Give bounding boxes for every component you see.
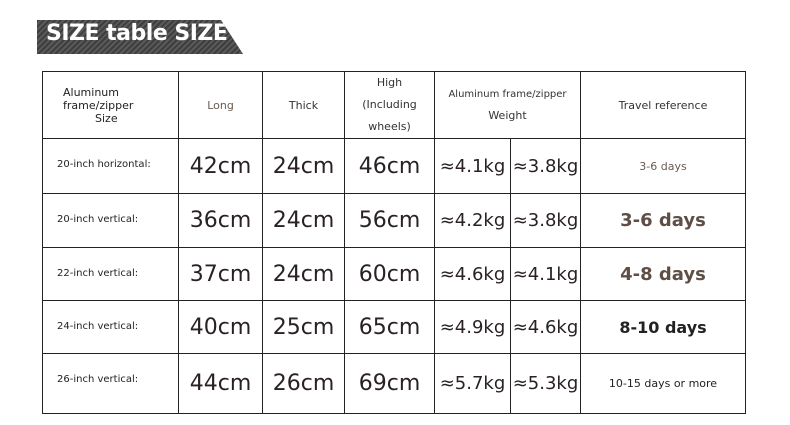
header-high: High (Including wheels): [344, 71, 435, 139]
cell-thick: 24cm: [262, 247, 345, 301]
header-row: Aluminum frame/zipper Size Long Thick High…: [42, 71, 746, 139]
cell-w-zip: ≈3.8kg: [510, 193, 581, 248]
cell-high: 46cm: [344, 138, 435, 194]
cell-w-zip: ≈3.8kg: [510, 138, 581, 194]
table-row: 20-inch horizontal: 42cm 24cm 46cm ≈4.1kg ≈3.…: [42, 138, 746, 194]
cell-travel: 3-6 days: [580, 138, 746, 194]
size-table: Aluminum frame/zipper Size Long Thick High…: [42, 71, 746, 414]
cell-long: 36cm: [178, 193, 263, 248]
cell-w-alu: ≈4.1kg: [434, 138, 511, 194]
cell-thick: 26cm: [262, 353, 345, 414]
cell-w-zip: ≈4.1kg: [510, 247, 581, 301]
cell-high: 69cm: [344, 353, 435, 414]
cell-w-alu: ≈5.7kg: [434, 353, 511, 414]
page-title: SIZE table SIZE: [46, 21, 228, 46]
cell-w-zip: ≈5.3kg: [510, 353, 581, 414]
cell-thick: 24cm: [262, 193, 345, 248]
table-row: 22-inch vertical: 37cm 24cm 60cm ≈4.6kg ≈4.1k…: [42, 247, 746, 301]
cell-size: 20-inch horizontal:: [42, 138, 179, 194]
table-row: 20-inch vertical: 36cm 24cm 56cm ≈4.2kg ≈3.8k…: [42, 193, 746, 248]
cell-size: 26-inch vertical:: [42, 353, 179, 414]
table-row: 24-inch vertical: 40cm 25cm 65cm ≈4.9kg ≈4.6k…: [42, 300, 746, 354]
cell-long: 42cm: [178, 138, 263, 194]
cell-thick: 25cm: [262, 300, 345, 354]
cell-travel: 8-10 days: [580, 300, 746, 354]
cell-size: 24-inch vertical:: [42, 300, 179, 354]
cell-size: 20-inch vertical:: [42, 193, 179, 248]
cell-long: 37cm: [178, 247, 263, 301]
cell-high: 65cm: [344, 300, 435, 354]
table-row: 26-inch vertical: 44cm 26cm 69cm ≈5.7kg ≈5.3k…: [42, 353, 746, 414]
cell-high: 56cm: [344, 193, 435, 248]
header-thick: Thick: [262, 71, 345, 139]
cell-travel: 10-15 days or more: [580, 353, 746, 414]
cell-long: 40cm: [178, 300, 263, 354]
header-travel: Travel reference: [580, 71, 746, 139]
title-banner: SIZE table SIZE: [37, 20, 243, 54]
header-long: Long: [178, 71, 263, 139]
cell-size: 22-inch vertical:: [42, 247, 179, 301]
cell-w-alu: ≈4.2kg: [434, 193, 511, 248]
cell-long: 44cm: [178, 353, 263, 414]
cell-travel: 3-6 days: [580, 193, 746, 248]
header-weight: Aluminum frame/zipper Weight: [434, 71, 581, 139]
cell-travel: 4-8 days: [580, 247, 746, 301]
cell-w-alu: ≈4.6kg: [434, 247, 511, 301]
cell-w-zip: ≈4.6kg: [510, 300, 581, 354]
header-size: Aluminum frame/zipper Size: [42, 71, 179, 139]
cell-w-alu: ≈4.9kg: [434, 300, 511, 354]
cell-thick: 24cm: [262, 138, 345, 194]
cell-high: 60cm: [344, 247, 435, 301]
